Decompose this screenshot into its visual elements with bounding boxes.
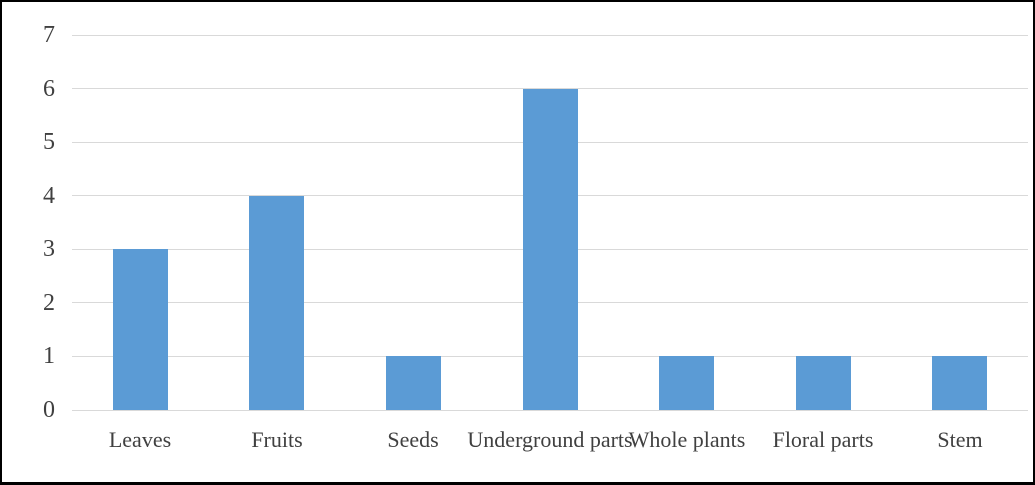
y-tick-label-1: 1 [43, 343, 55, 369]
x-axis-label-seeds: Seeds [387, 427, 439, 452]
y-tick-label-6: 6 [43, 76, 55, 102]
bar-fruits [249, 196, 304, 410]
bar-whole-plants [659, 356, 714, 410]
y-tick-label-2: 2 [43, 290, 55, 316]
bar-floral-parts [796, 356, 851, 410]
x-axis-label-whole-plants: Whole plants [628, 427, 746, 452]
y-tick-label-5: 5 [43, 129, 55, 155]
y-tick-label-7: 7 [43, 22, 55, 48]
y-tick-label-4: 4 [43, 183, 55, 209]
bar-leaves [113, 249, 168, 410]
y-tick-label-0: 0 [43, 397, 55, 423]
gridline-7 [72, 35, 1028, 36]
bar-underground-parts [523, 89, 578, 410]
bar-stem [932, 356, 987, 410]
y-tick-label-3: 3 [43, 236, 55, 262]
bar-seeds [386, 356, 441, 410]
x-axis-label-floral-parts: Floral parts [772, 427, 874, 452]
x-axis-label-fruits: Fruits [251, 427, 303, 452]
x-axis-label-leaves: Leaves [108, 427, 172, 452]
gridline-6 [72, 88, 1028, 89]
x-axis-label-stem: Stem [937, 427, 983, 452]
x-axis-label-underground-parts: Underground parts [467, 427, 633, 452]
gridline-0 [72, 410, 1028, 411]
